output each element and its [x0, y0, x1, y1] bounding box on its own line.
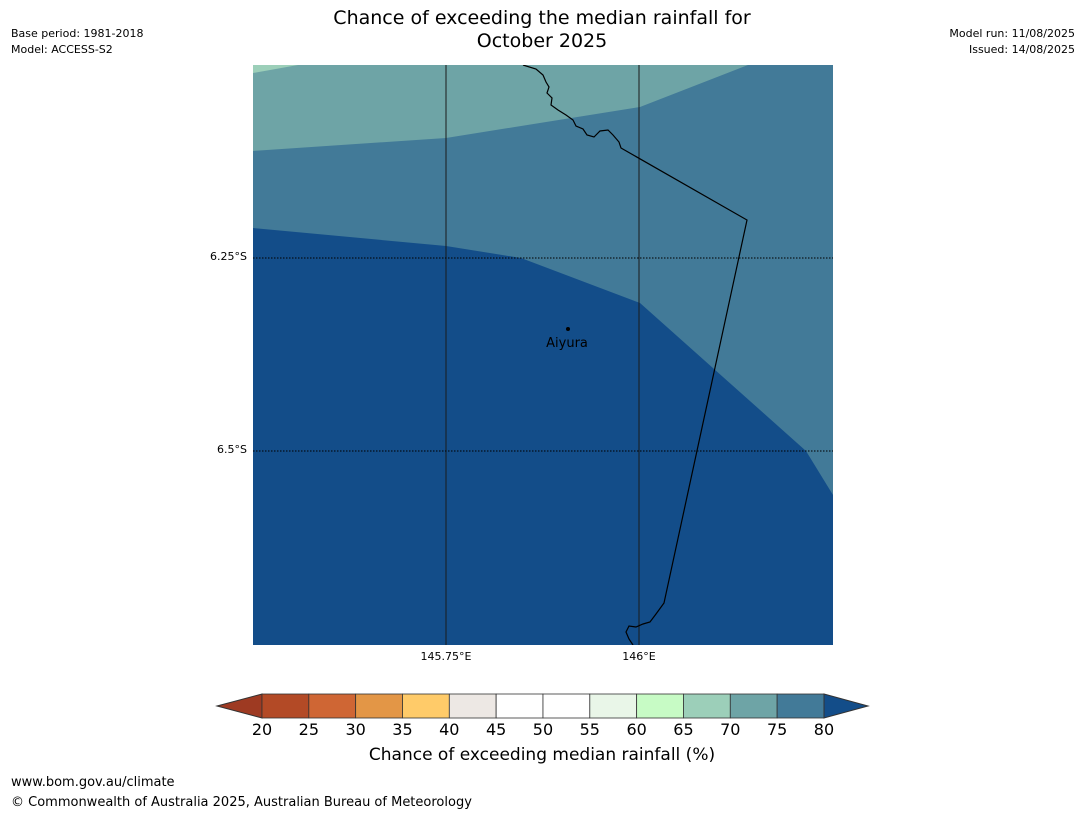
colorbar-tick-label: 65	[673, 720, 694, 739]
colorbar-tick-label: 20	[251, 720, 273, 739]
colorbar-tick-label: 40	[439, 720, 460, 739]
colorbar-cell	[261, 693, 310, 719]
zone-75-80	[253, 65, 833, 495]
lat-label-6-5: 6.5°S	[217, 443, 247, 456]
town-label-aiyura: Aiyura	[546, 336, 588, 351]
map-area: Aiyura	[253, 65, 833, 645]
colorbar-cell	[355, 693, 403, 719]
colorbar-extend-below	[215, 693, 263, 719]
map-canvas	[253, 65, 833, 645]
footer-copyright: © Commonwealth of Australia 2025, Austra…	[11, 795, 472, 810]
province-boundary	[522, 65, 748, 645]
metadata-right: Model run: 11/08/2025 Issued: 14/08/2025	[949, 26, 1075, 58]
model-run: Model run: 11/08/2025	[949, 27, 1075, 40]
colorbar-cell	[729, 693, 778, 719]
colorbar-cell	[402, 693, 450, 719]
footer-url[interactable]: www.bom.gov.au/climate	[11, 775, 175, 790]
colorbar-tick-label: 70	[720, 720, 741, 739]
metadata-left: Base period: 1981-2018 Model: ACCESS-S2	[11, 26, 143, 58]
issued-date: Issued: 14/08/2025	[968, 43, 1075, 56]
colorbar-cell	[308, 693, 357, 719]
colorbar-tick-label: 75	[766, 720, 788, 739]
colorbar-tick-label: 55	[579, 720, 600, 739]
colorbar-cell	[448, 693, 497, 719]
colorbar-cell	[683, 693, 731, 719]
colorbar	[215, 690, 871, 722]
colorbar-extend-above	[823, 693, 870, 719]
colorbar-label: Chance of exceeding median rainfall (%)	[368, 745, 716, 765]
town-marker	[566, 327, 570, 331]
colorbar-ticks: 20 25 30 35 40 45 50 55 60 65 70 75 80	[0, 720, 1085, 740]
colorbar-cell	[542, 693, 591, 719]
lat-label-6-25: 6.25°S	[210, 250, 247, 263]
lon-label-146: 146°E	[622, 650, 656, 663]
colorbar-tick-label: 35	[392, 720, 413, 739]
colorbar-tick-label: 25	[298, 720, 319, 739]
base-period: Base period: 1981-2018	[11, 27, 144, 40]
colorbar-tick-label: 30	[345, 720, 366, 739]
colorbar-tick-label: 80	[813, 720, 835, 739]
colorbar-cell	[589, 693, 638, 719]
title-line-1: Chance of exceeding the median rainfall …	[333, 7, 751, 29]
title-line-2: October 2025	[476, 30, 608, 52]
colorbar-cell	[495, 693, 544, 719]
colorbar-cell	[636, 693, 684, 719]
zone-70-75	[253, 65, 748, 151]
colorbar-svg	[215, 693, 870, 719]
model-name: Model: ACCESS-S2	[11, 43, 113, 56]
colorbar-tick-label: 50	[532, 720, 554, 739]
colorbar-tick-label: 60	[626, 720, 647, 739]
map-title: Chance of exceeding the median rainfall …	[292, 7, 792, 53]
colorbar-cell	[776, 693, 825, 719]
zone-65-70	[253, 65, 298, 73]
colorbar-tick-label: 45	[485, 720, 507, 739]
lon-label-145-75: 145.75°E	[420, 650, 472, 663]
